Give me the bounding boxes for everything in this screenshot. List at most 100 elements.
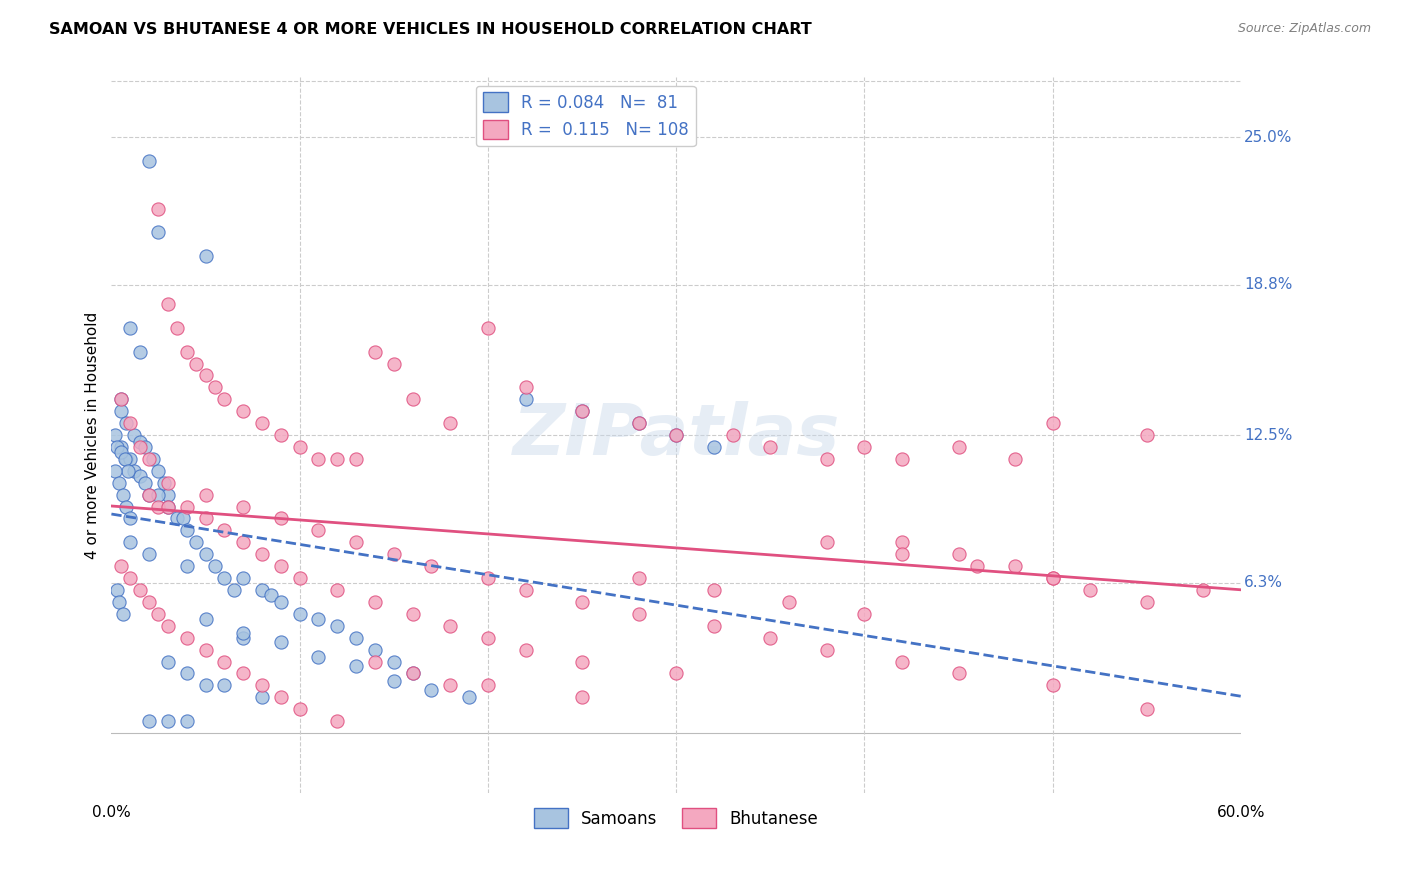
Point xyxy=(214,571,236,585)
Point xyxy=(477,678,499,692)
Point xyxy=(120,535,142,549)
Point xyxy=(270,690,292,705)
Point xyxy=(148,464,170,478)
Point xyxy=(138,488,160,502)
Point xyxy=(110,559,132,574)
Point xyxy=(815,642,838,657)
Point xyxy=(401,392,423,407)
Point xyxy=(891,451,914,466)
Point xyxy=(105,582,128,597)
Point xyxy=(250,582,273,597)
Point xyxy=(232,571,254,585)
Point xyxy=(571,404,593,418)
Point xyxy=(194,249,217,263)
Point xyxy=(270,511,292,525)
Text: 60.0%: 60.0% xyxy=(1216,805,1265,820)
Point xyxy=(515,392,537,407)
Point xyxy=(308,451,330,466)
Point xyxy=(108,595,131,609)
Point xyxy=(156,500,179,514)
Point xyxy=(966,559,988,574)
Point xyxy=(627,607,650,621)
Point xyxy=(176,344,198,359)
Point xyxy=(891,535,914,549)
Point xyxy=(364,655,387,669)
Text: 6.3%: 6.3% xyxy=(1244,575,1284,591)
Point xyxy=(148,488,170,502)
Point xyxy=(138,153,160,168)
Text: Source: ZipAtlas.com: Source: ZipAtlas.com xyxy=(1237,22,1371,36)
Point xyxy=(571,655,593,669)
Point xyxy=(172,511,194,525)
Point xyxy=(156,488,179,502)
Point xyxy=(115,451,138,466)
Point xyxy=(571,404,593,418)
Point xyxy=(104,464,127,478)
Point xyxy=(326,714,349,728)
Point xyxy=(477,631,499,645)
Point xyxy=(214,392,236,407)
Point xyxy=(142,451,165,466)
Point xyxy=(260,588,283,602)
Point xyxy=(1004,559,1026,574)
Point xyxy=(128,468,150,483)
Point xyxy=(515,380,537,394)
Point xyxy=(134,475,156,490)
Point xyxy=(270,635,292,649)
Point xyxy=(515,582,537,597)
Point xyxy=(176,500,198,514)
Point xyxy=(128,440,150,454)
Point xyxy=(948,440,970,454)
Point xyxy=(1136,595,1159,609)
Point xyxy=(853,440,876,454)
Point xyxy=(176,631,198,645)
Point xyxy=(232,631,254,645)
Point xyxy=(703,440,725,454)
Point xyxy=(250,690,273,705)
Point xyxy=(288,440,311,454)
Point xyxy=(439,678,461,692)
Point xyxy=(1136,428,1159,442)
Point xyxy=(134,440,156,454)
Text: SAMOAN VS BHUTANESE 4 OR MORE VEHICLES IN HOUSEHOLD CORRELATION CHART: SAMOAN VS BHUTANESE 4 OR MORE VEHICLES I… xyxy=(49,22,811,37)
Point xyxy=(128,344,150,359)
Y-axis label: 4 or more Vehicles in Household: 4 or more Vehicles in Household xyxy=(86,311,100,558)
Point xyxy=(122,428,145,442)
Point xyxy=(194,642,217,657)
Point xyxy=(382,357,405,371)
Point xyxy=(222,582,245,597)
Point xyxy=(138,451,160,466)
Point xyxy=(665,428,688,442)
Point xyxy=(364,595,387,609)
Point xyxy=(156,714,179,728)
Point xyxy=(815,451,838,466)
Text: 18.8%: 18.8% xyxy=(1244,277,1292,293)
Point xyxy=(948,666,970,681)
Point xyxy=(759,440,782,454)
Point xyxy=(477,571,499,585)
Point xyxy=(665,428,688,442)
Point xyxy=(122,464,145,478)
Point xyxy=(515,642,537,657)
Point xyxy=(194,547,217,561)
Point xyxy=(270,428,292,442)
Point xyxy=(382,673,405,688)
Point xyxy=(105,440,128,454)
Point xyxy=(110,392,132,407)
Point xyxy=(439,416,461,430)
Point xyxy=(721,428,744,442)
Point xyxy=(176,666,198,681)
Point xyxy=(214,524,236,538)
Point xyxy=(571,690,593,705)
Legend: Samoans, Bhutanese: Samoans, Bhutanese xyxy=(527,802,824,834)
Point xyxy=(156,475,179,490)
Point xyxy=(232,535,254,549)
Point xyxy=(148,226,170,240)
Point xyxy=(382,547,405,561)
Point xyxy=(364,344,387,359)
Point xyxy=(364,642,387,657)
Point xyxy=(288,702,311,716)
Point xyxy=(326,451,349,466)
Point xyxy=(111,607,134,621)
Point xyxy=(232,404,254,418)
